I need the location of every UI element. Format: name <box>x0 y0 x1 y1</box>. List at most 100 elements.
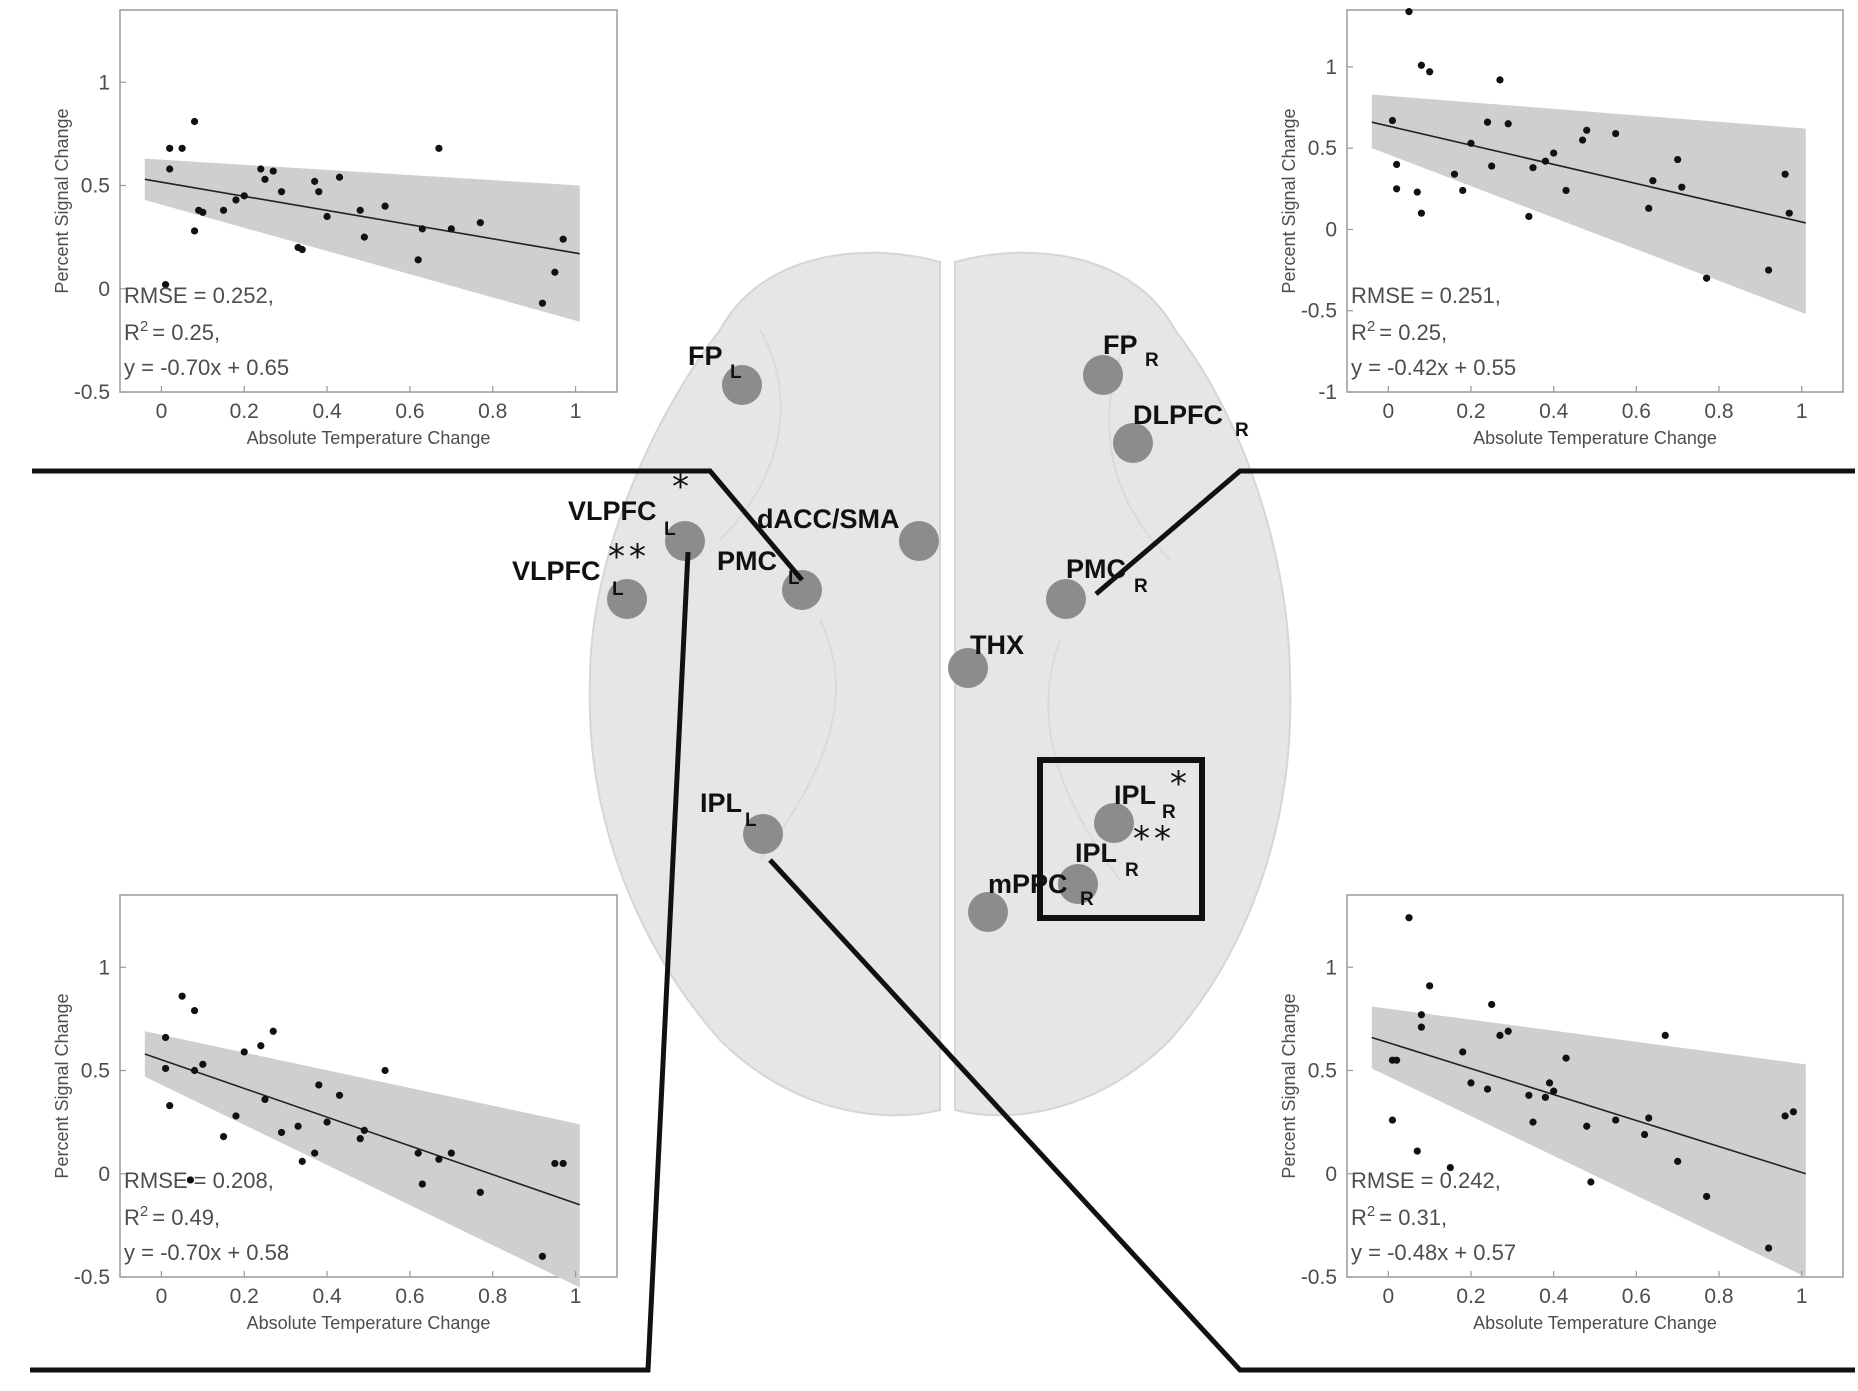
roi-marker <box>948 648 988 688</box>
r2-text: R2 = 0.25, <box>124 318 220 345</box>
y-tick-label: -0.5 <box>74 381 110 404</box>
data-point <box>1583 1122 1591 1130</box>
data-point <box>240 192 248 200</box>
roi-marker <box>743 814 783 854</box>
data-point <box>298 1157 306 1165</box>
roi-label: IPL <box>700 788 742 818</box>
x-tick-label: 0.6 <box>395 400 424 423</box>
y-tick-label: 0 <box>98 278 110 301</box>
x-axis-label: Absolute Temperature Change <box>247 428 491 448</box>
data-point <box>190 117 199 126</box>
data-point <box>240 1048 248 1056</box>
equation-text: y = -0.48x + 0.57 <box>1351 1240 1516 1265</box>
data-point <box>1405 8 1413 16</box>
rmse-text: RMSE = 0.252, <box>124 283 274 308</box>
data-point <box>190 227 199 235</box>
brain-left-hemisphere <box>588 251 941 1117</box>
data-point <box>1488 162 1496 170</box>
roi-label: PMC <box>717 546 777 576</box>
roi-hemisphere-subscript: R <box>1134 576 1148 597</box>
data-point <box>476 219 484 227</box>
data-point <box>356 1135 364 1143</box>
data-point <box>1393 160 1401 169</box>
data-point <box>1413 188 1421 196</box>
r2-text: R2 = 0.31, <box>1351 1203 1447 1230</box>
data-point <box>1583 126 1591 134</box>
roi-label: DLPFC <box>1133 400 1223 430</box>
x-tick-label: 0.8 <box>478 400 507 423</box>
data-point <box>190 1007 199 1015</box>
data-point <box>323 212 331 221</box>
y-axis-label: Percent Signal Change <box>1279 108 1299 293</box>
r2-symbol: R <box>124 320 140 345</box>
roi-hemisphere-subscript: R <box>1080 889 1094 910</box>
data-point <box>166 144 174 152</box>
data-point <box>447 225 455 233</box>
scatter-panel-bottom-left: 0 0.2 0.4 0.6 0.8 1 -0.5 0 0.5 1 Absolute Temperat… <box>52 894 618 1333</box>
data-point <box>1562 1054 1570 1062</box>
roi-hemisphere-subscript: L <box>730 362 742 383</box>
x-tick-label: 0.2 <box>1456 1285 1485 1308</box>
roi-marker <box>1083 355 1123 395</box>
data-point <box>414 1149 422 1157</box>
y-axis-label: Percent Signal Change <box>1279 993 1299 1178</box>
x-tick-label: 0.2 <box>230 1285 259 1308</box>
confidence-band <box>144 1031 580 1288</box>
scatter-panels: 0 0.2 0.4 0.6 0.8 1 -0.5 0 0.5 1 Absolute Temperat… <box>52 8 1844 1333</box>
roi-label: IPL <box>1114 780 1156 810</box>
data-point <box>1703 1192 1711 1201</box>
roi-marker <box>782 570 822 610</box>
x-tick-label: 0 <box>1382 400 1394 423</box>
data-point <box>1446 1163 1454 1172</box>
data-point <box>1529 1118 1537 1126</box>
r2-value: = 0.25, <box>152 320 220 345</box>
data-point <box>161 1033 170 1042</box>
regression-line <box>1371 1036 1807 1175</box>
data-point <box>1781 170 1789 178</box>
data-point <box>1459 1048 1467 1056</box>
roi-marker <box>968 892 1008 932</box>
r2-value: = 0.31, <box>1379 1205 1447 1230</box>
y-tick-label: -0.5 <box>74 1266 110 1289</box>
connector-line <box>768 858 1855 1373</box>
data-point <box>1641 1130 1649 1139</box>
data-point <box>166 1102 174 1110</box>
data-point <box>1550 1087 1558 1095</box>
rmse-text: RMSE = 0.242, <box>1351 1168 1501 1193</box>
equation-text: y = -0.70x + 0.58 <box>124 1240 289 1265</box>
scatter-panel-bottom-right: 0 0.2 0.4 0.6 0.8 1 -0.5 0 0.5 1 Absolute Temperat… <box>1279 894 1844 1333</box>
data-point <box>186 1176 195 1184</box>
brain-right-hemisphere <box>954 251 1292 1117</box>
brain-gyri <box>719 329 1171 881</box>
data-point <box>559 235 567 243</box>
data-point <box>1781 1112 1789 1120</box>
x-axis-label: Absolute Temperature Change <box>1473 428 1717 448</box>
data-point <box>1388 116 1397 125</box>
data-point <box>1785 209 1793 217</box>
data-point <box>1674 155 1682 164</box>
data-point <box>381 1066 389 1075</box>
data-point <box>335 1091 344 1099</box>
connector-line <box>32 468 804 582</box>
data-point <box>1550 149 1558 157</box>
x-tick-label: 0.6 <box>1622 400 1651 423</box>
confidence-band <box>1371 1006 1806 1277</box>
x-tick-label: 0.4 <box>1539 1285 1569 1308</box>
data-point <box>1417 61 1425 69</box>
regression-line <box>144 178 580 255</box>
confidence-band <box>1371 94 1806 314</box>
data-point <box>1483 1085 1492 1093</box>
data-point <box>414 256 422 264</box>
r2-symbol: R <box>1351 1205 1367 1230</box>
data-point <box>418 1180 426 1188</box>
data-point <box>1525 1091 1533 1099</box>
data-point <box>1496 76 1504 84</box>
data-point <box>323 1118 331 1126</box>
y-tick-label: 0 <box>1325 1163 1337 1186</box>
data-point <box>435 1155 443 1163</box>
roi-label: VLPFC <box>568 496 657 526</box>
connector-line <box>1094 468 1855 596</box>
rmse-text: RMSE = 0.251, <box>1351 283 1501 308</box>
x-tick-label: 0.4 <box>312 1285 342 1308</box>
